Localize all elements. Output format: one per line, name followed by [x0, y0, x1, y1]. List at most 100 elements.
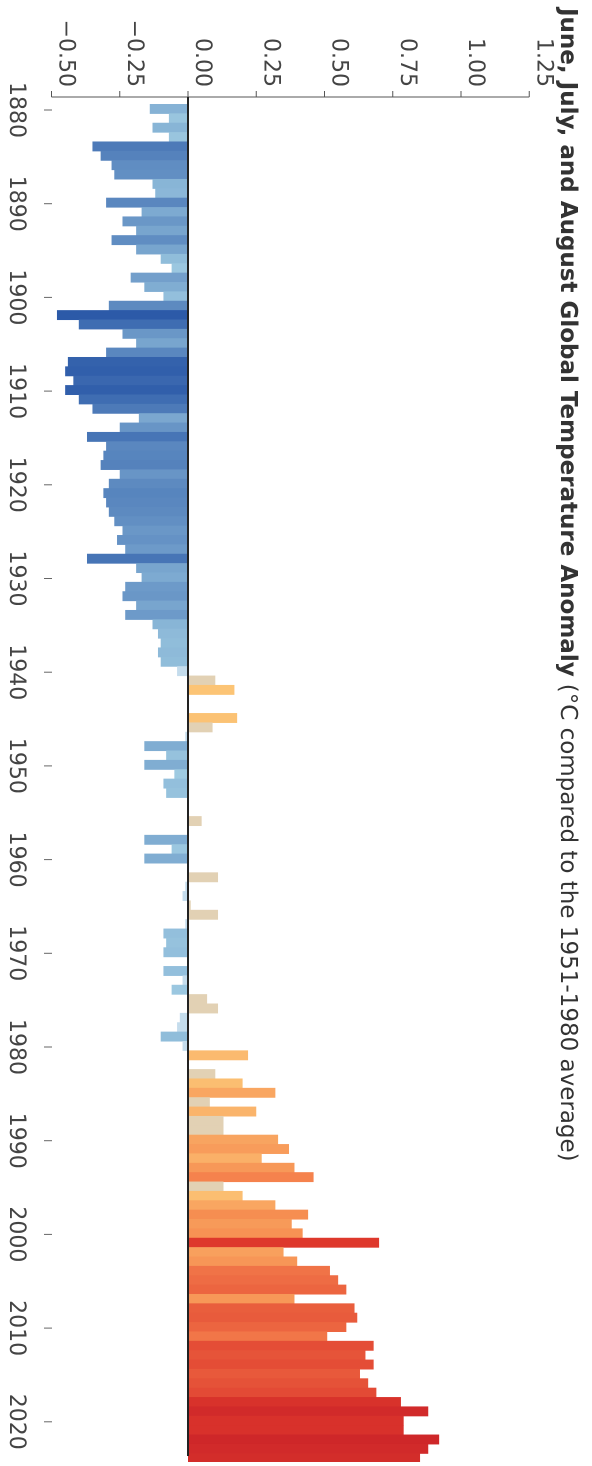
bar-1919 [119, 469, 188, 480]
bar-1915 [86, 431, 188, 442]
year-tick-label: 1960 [4, 832, 29, 888]
bar-1994 [188, 1172, 314, 1183]
bar-1925 [122, 525, 188, 536]
bar-1941 [188, 675, 216, 686]
year-tick-label: 1970 [4, 925, 29, 981]
bar-1975 [188, 994, 208, 1005]
bar-1905 [136, 338, 188, 349]
bar-1936 [157, 628, 188, 639]
bar-1967 [185, 919, 188, 930]
bar-2003 [188, 1256, 298, 1267]
bar-1887 [114, 169, 188, 180]
bar-1998 [188, 1209, 309, 1220]
bar-1942 [188, 684, 235, 695]
chart-subtitle: (°C compared to the 1951-1980 average) [555, 684, 581, 1162]
bar-1893 [136, 225, 188, 236]
year-tick-label: 1940 [4, 644, 29, 700]
bar-2019 [188, 1406, 429, 1417]
bar-1889 [155, 188, 188, 199]
bar-1891 [141, 207, 188, 217]
bar-1989 [188, 1125, 224, 1136]
bar-1882 [152, 122, 188, 133]
bar-1991 [188, 1144, 290, 1154]
year-tick-label: 1980 [4, 1019, 29, 1075]
bar-1948 [144, 741, 188, 752]
bar-1924 [114, 516, 188, 527]
bar-1937 [160, 638, 188, 648]
bar-2009 [188, 1312, 358, 1323]
bar-1981 [188, 1050, 249, 1061]
bar-1904 [122, 328, 188, 339]
bar-1883 [168, 132, 188, 143]
bar-1928 [86, 553, 188, 564]
bar-1888 [152, 178, 188, 189]
bar-1953 [166, 788, 188, 798]
bar-2021 [188, 1425, 404, 1436]
bar-1899 [144, 282, 188, 292]
year-axis: 1880 1890 1900 1910 1920 1930 1940 1950 1960 1970… [4, 82, 52, 1450]
bar-1902 [56, 310, 189, 321]
bar-1978 [177, 1022, 188, 1033]
chart-title: June, July, and August Global Temperatur… [555, 6, 581, 677]
bar-1963 [185, 881, 188, 892]
bar-2007 [188, 1293, 295, 1304]
bar-1996 [188, 1190, 243, 1201]
bar-1932 [122, 591, 188, 602]
chart-title-line: June, July, and August Global Temperatur… [555, 6, 581, 1162]
bar-1969 [166, 937, 188, 948]
titles-group: June, July, and August Global Temperatur… [555, 6, 581, 1162]
bar-1892 [122, 216, 188, 227]
bar-1912 [92, 403, 188, 414]
bar-1921 [103, 488, 188, 499]
bar-1890 [106, 197, 188, 208]
bar-1962 [188, 872, 219, 883]
bar-1934 [125, 609, 188, 620]
bar-2018 [188, 1397, 401, 1407]
year-tick-label: 1920 [4, 457, 29, 513]
bars-group [56, 104, 440, 1466]
value-tick-label: 0.00 [190, 38, 215, 87]
bar-1931 [125, 581, 188, 592]
bar-1901 [108, 300, 188, 311]
bar-1966 [188, 909, 219, 920]
value-tick-label: −0.50 [54, 20, 79, 87]
year-tick-label: 2010 [4, 1300, 29, 1356]
bar-1900 [163, 291, 188, 302]
bar-1922 [106, 497, 188, 508]
value-tick-label: 0.75 [395, 38, 420, 87]
bar-1946 [188, 722, 213, 733]
value-axis: −0.50 −0.25 0.00 0.25 0.50 0.75 1.00 1.25 [51, 20, 556, 1456]
bar-1945 [188, 713, 238, 723]
year-tick-label: 2000 [4, 1206, 29, 1262]
bar-1964 [182, 891, 188, 901]
year-tick-label: 1950 [4, 738, 29, 794]
bar-2001 [188, 1237, 380, 1248]
bar-2015 [188, 1368, 360, 1379]
bar-1935 [152, 619, 188, 630]
bar-1929 [136, 563, 188, 574]
value-tick-label: −0.25 [122, 20, 147, 87]
year-tick-label: 1890 [4, 176, 29, 232]
bar-2017 [188, 1387, 377, 1398]
bar-1980 [182, 1041, 188, 1051]
bar-2011 [188, 1331, 328, 1342]
bar-1956 [188, 816, 202, 827]
bar-1894 [111, 235, 188, 246]
bar-1986 [188, 1097, 210, 1108]
bar-1988 [188, 1115, 224, 1126]
bar-1930 [141, 572, 188, 583]
bar-1939 [160, 656, 188, 667]
bar-2023 [188, 1443, 429, 1454]
bar-2024 [188, 1453, 421, 1464]
bar-1974 [171, 984, 188, 995]
bar-1970 [163, 947, 188, 958]
year-tick-label: 2020 [4, 1394, 29, 1450]
bar-1923 [108, 506, 188, 517]
bar-2014 [188, 1359, 374, 1370]
bar-1999 [188, 1219, 292, 1229]
bar-1903 [78, 319, 188, 330]
bar-1926 [117, 535, 188, 545]
bar-1972 [163, 966, 188, 976]
bar-1993 [188, 1162, 295, 1173]
